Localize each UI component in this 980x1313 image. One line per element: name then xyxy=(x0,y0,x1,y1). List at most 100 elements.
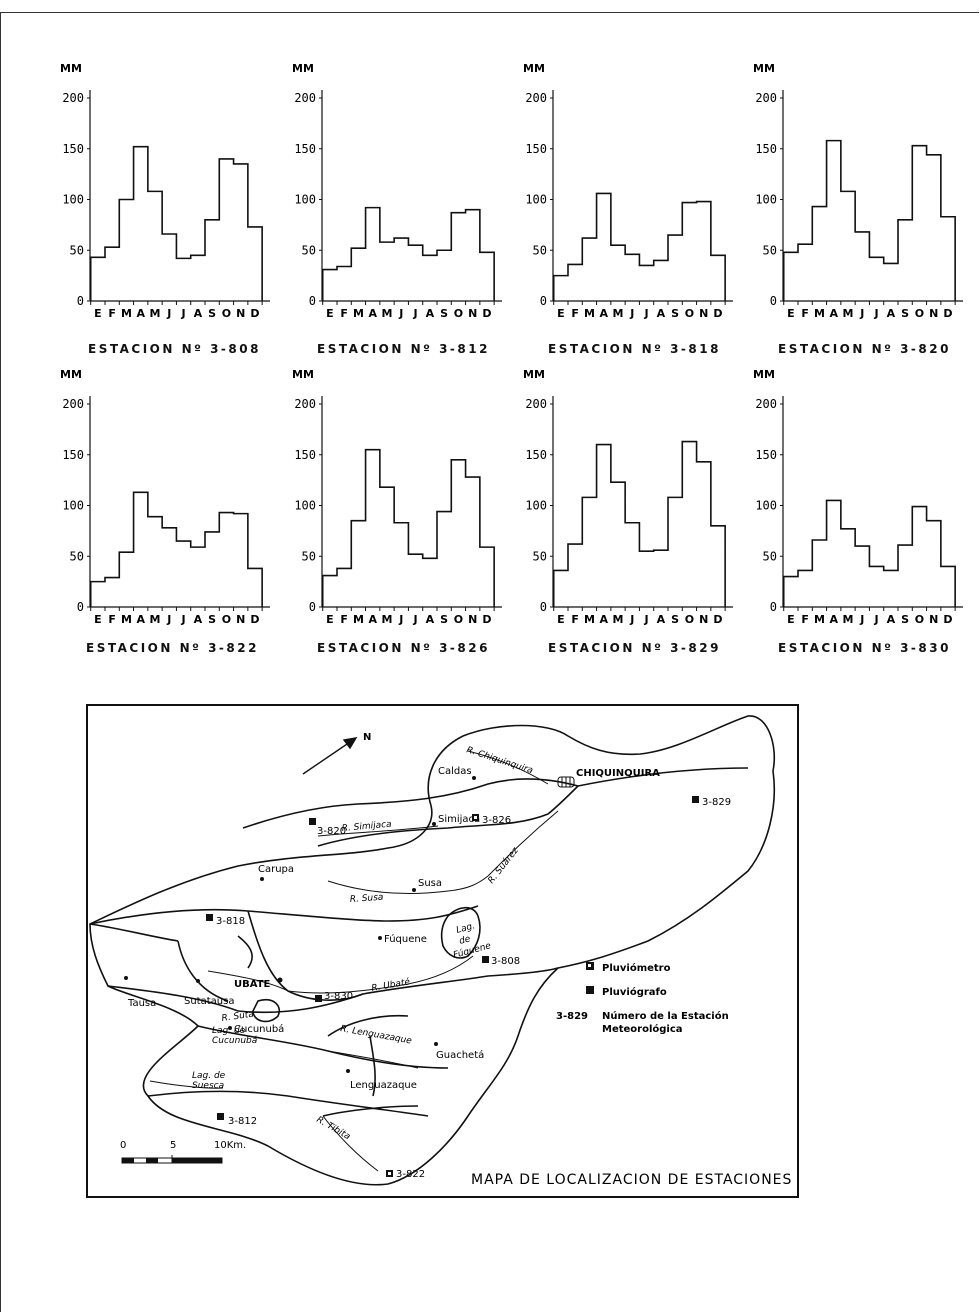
month-bar xyxy=(855,232,869,301)
river-label-sute: R. Suta xyxy=(221,1010,255,1024)
legend-pluviografo: Pluviógrafo xyxy=(602,986,667,998)
month-label: F xyxy=(340,307,348,320)
month-bar xyxy=(798,570,812,607)
town-dot xyxy=(277,977,283,983)
month-bar xyxy=(234,164,248,301)
rainfall-outline xyxy=(321,448,495,607)
y-tick-label: 0 xyxy=(770,600,777,614)
month-bar xyxy=(682,442,696,607)
legend-station-desc-1: Número de la Estación xyxy=(602,1010,729,1022)
month-label: J xyxy=(644,307,649,320)
month-bar xyxy=(323,576,337,607)
station-label-826: 3-826 xyxy=(482,815,511,826)
y-unit-label: MM xyxy=(523,62,545,75)
scale-label: 10Km. xyxy=(214,1140,246,1151)
y-tick-label: 0 xyxy=(309,294,316,308)
y-tick-label: 50 xyxy=(763,549,777,563)
town-guacheta: Guachetá xyxy=(436,1049,484,1061)
month-label: O xyxy=(454,307,463,320)
month-label: M xyxy=(121,613,132,626)
station-caption: ESTACION Nº 3-820 xyxy=(778,342,951,356)
legend-pluviografo-icon xyxy=(586,986,594,994)
station-label-829: 3-829 xyxy=(702,797,731,808)
map-drawing: N CHIQUINQUIRA Caldas xyxy=(89,715,791,1188)
month-bar xyxy=(869,566,883,607)
month-label: J xyxy=(644,613,649,626)
month-label: D xyxy=(482,613,491,626)
month-bar xyxy=(451,213,465,301)
y-unit-label: MM xyxy=(523,368,545,381)
basin-boundary xyxy=(89,715,776,1186)
month-label: A xyxy=(136,307,145,320)
town-simijaca: Simijaca xyxy=(438,814,480,825)
month-bar xyxy=(682,203,696,301)
chart-3-826: MM 0 50 100 150 200 E F M A M J J A S O N D ESTACION Nº 3… xyxy=(272,362,502,662)
sub-basin-line xyxy=(147,1090,429,1117)
town-sutatausa: Sutatausa xyxy=(184,996,234,1007)
month-label: J xyxy=(874,307,879,320)
month-bar xyxy=(554,570,568,607)
month-label: F xyxy=(801,613,809,626)
rainfall-outline xyxy=(321,206,495,301)
sub-basin-line xyxy=(89,923,179,942)
month-label: M xyxy=(353,307,364,320)
chart-3-808: MM 0 50 100 150 200 E F M A M J J A S O N D ESTACION Nº 3… xyxy=(40,56,270,356)
month-bar xyxy=(248,568,262,607)
month-label: J xyxy=(398,307,403,320)
sub-basin-line xyxy=(242,767,749,829)
month-bar xyxy=(105,578,119,607)
month-bar xyxy=(162,234,176,301)
month-label: A xyxy=(887,613,896,626)
town-dot xyxy=(378,936,382,940)
month-label: A xyxy=(599,613,608,626)
month-label: S xyxy=(440,613,448,626)
month-bar xyxy=(884,263,898,301)
y-tick-label: 0 xyxy=(540,294,547,308)
y-tick-label: 0 xyxy=(77,600,84,614)
river-lenguazaque xyxy=(327,1050,419,1069)
station-caption: ESTACION Nº 3-829 xyxy=(548,641,721,655)
month-bar xyxy=(597,445,611,607)
month-bar xyxy=(466,210,480,301)
month-label: O xyxy=(222,613,231,626)
month-bar xyxy=(451,460,465,607)
month-label: F xyxy=(108,613,116,626)
month-label: M xyxy=(353,613,364,626)
north-label: N xyxy=(363,732,371,743)
y-tick-label: 100 xyxy=(755,193,777,207)
rainfall-outline xyxy=(782,499,956,607)
sub-basin-line xyxy=(317,785,579,847)
chart-3-820: MM 0 50 100 150 200 E F M A M J J A S O N D ESTACION Nº 3… xyxy=(733,56,963,356)
month-label: F xyxy=(571,307,579,320)
river-label-chiquinquira: R. Chiquinquira xyxy=(465,745,534,776)
month-bar xyxy=(827,141,841,301)
town-fuquene: Fúquene xyxy=(384,933,427,945)
town-carupa: Carupa xyxy=(258,864,294,875)
sub-basin-line xyxy=(237,935,253,969)
month-label: N xyxy=(929,613,938,626)
month-label: A xyxy=(657,307,666,320)
lake-label-cucunuba-1: Lag. de xyxy=(212,1026,246,1036)
lake-label-fuquene-2: de xyxy=(458,934,472,947)
station-caption: ESTACION Nº 3-812 xyxy=(317,342,490,356)
month-bar xyxy=(323,270,337,301)
month-bar xyxy=(423,558,437,607)
month-bar xyxy=(148,517,162,607)
month-label: M xyxy=(150,613,161,626)
month-bar xyxy=(162,528,176,607)
month-label: M xyxy=(584,613,595,626)
rainfall-outline xyxy=(552,440,726,607)
y-unit-label: MM xyxy=(292,368,314,381)
river-label-susa: R. Susa xyxy=(350,893,384,905)
month-label: A xyxy=(426,307,435,320)
month-label: N xyxy=(468,613,477,626)
rainfall-outline xyxy=(89,491,263,607)
y-tick-label: 200 xyxy=(294,91,316,105)
month-label: J xyxy=(413,613,418,626)
town-tausa: Tausa xyxy=(127,998,156,1009)
y-tick-label: 150 xyxy=(294,448,316,462)
scale-label: 5 xyxy=(170,1140,176,1151)
station-symbol-pluviografo xyxy=(692,796,699,803)
